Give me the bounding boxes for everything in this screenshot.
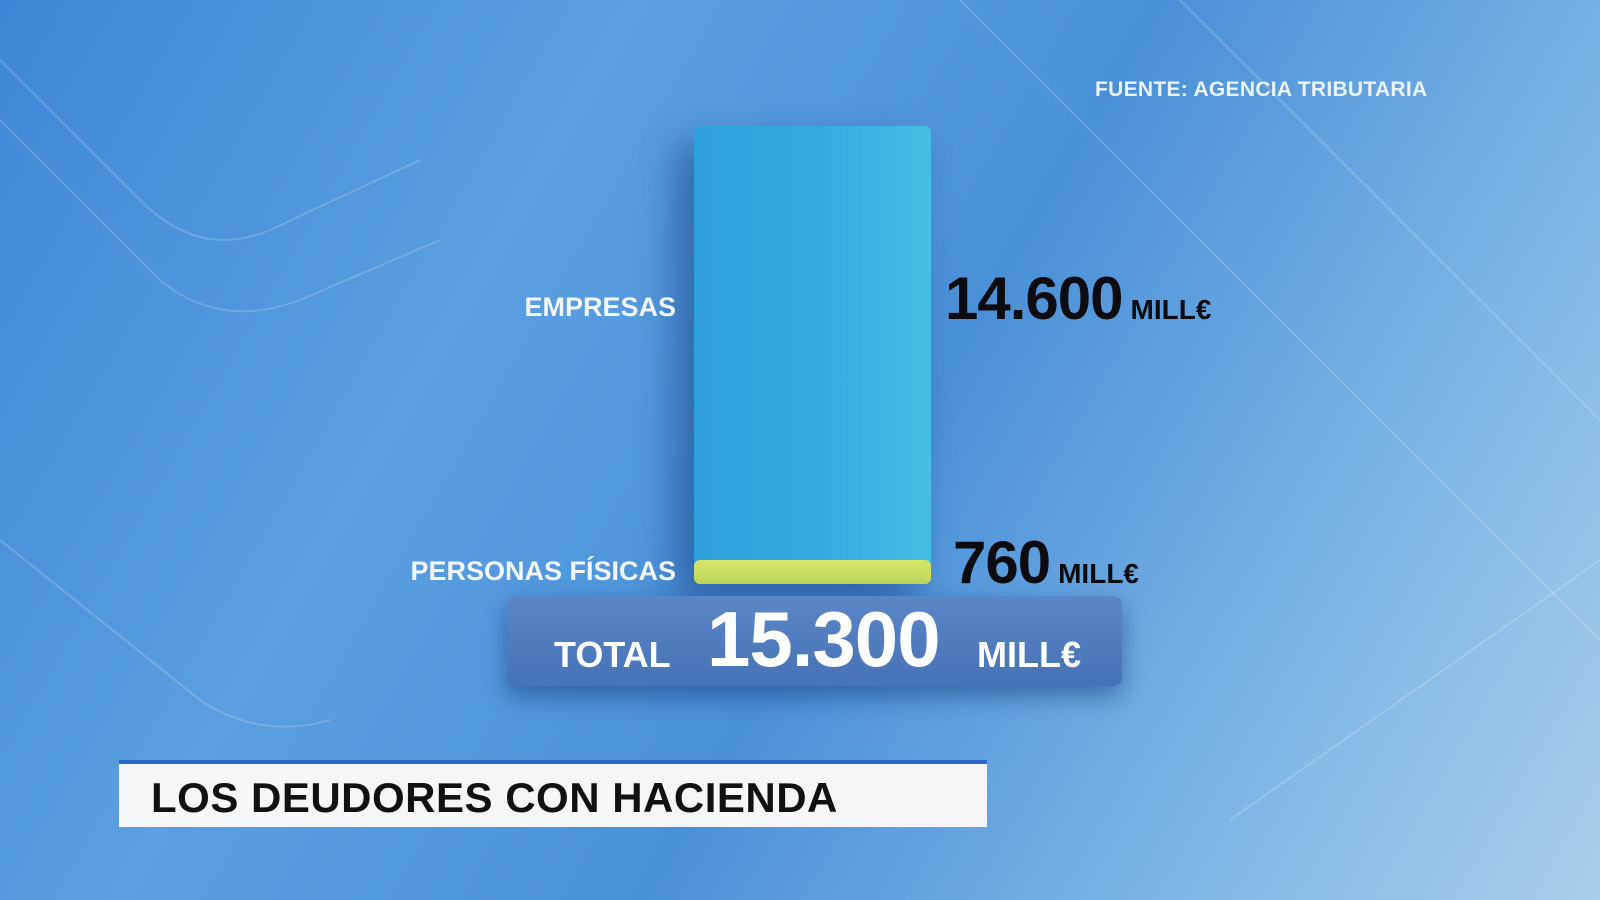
stacked-bar xyxy=(694,126,931,584)
caption-text: LOS DEUDORES CON HACIENDA xyxy=(151,774,838,821)
value-number: 14.600 xyxy=(945,265,1124,333)
bar-segment-empresas xyxy=(694,126,931,566)
total-box: TOTAL 15.300 MILL€ xyxy=(507,595,1122,686)
value-label-empresas: 14.600 MILL€ xyxy=(945,264,1211,333)
source-label: FUENTE: AGENCIA TRIBUTARIA xyxy=(1095,78,1428,101)
category-label-empresas: EMPRESAS xyxy=(524,292,676,323)
total-label: TOTAL xyxy=(554,634,671,675)
value-label-personas-fisicas: 760 MILL€ xyxy=(953,528,1139,597)
category-label-personas-fisicas: PERSONAS FÍSICAS xyxy=(410,556,676,586)
bar-segment-personas-fisicas xyxy=(694,560,931,584)
total-value: 15.300 xyxy=(707,595,941,683)
caption-banner: LOS DEUDORES CON HACIENDA xyxy=(119,760,987,827)
value-unit: MILL€ xyxy=(1058,558,1139,589)
total-unit: MILL€ xyxy=(977,634,1081,675)
value-unit: MILL€ xyxy=(1130,294,1212,326)
value-number: 760 xyxy=(953,529,1051,596)
